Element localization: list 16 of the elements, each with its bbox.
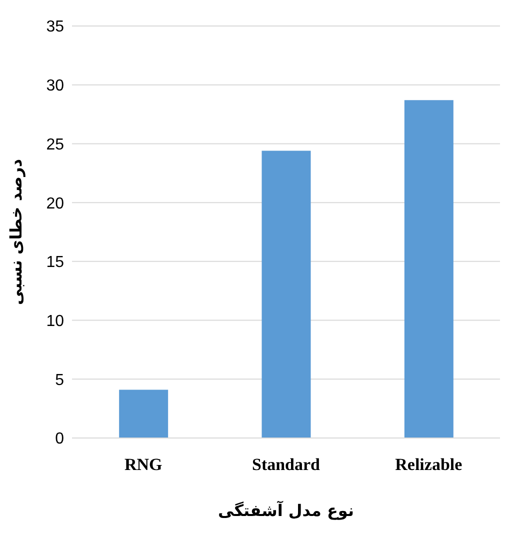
bar [404,100,454,438]
y-tick-label: 35 [46,18,64,36]
x-tick-label: Standard [252,455,321,474]
y-tick-label: 30 [46,78,64,95]
y-tick-label: 15 [46,254,64,272]
y-tick-label: 0 [55,430,64,448]
bar [262,150,311,438]
x-axis-title: نوع مدل آشفتگی [218,500,354,520]
bar [119,390,168,438]
y-tick-label: 20 [46,195,64,212]
y-axis-title: درصد خطای نسبی [6,158,26,306]
y-tick-label: 10 [46,312,64,330]
x-tick-label: RNG [124,455,162,474]
x-tick-label: Relizable [395,455,463,474]
y-tick-label: 25 [46,136,64,154]
y-tick-label: 5 [55,372,64,389]
